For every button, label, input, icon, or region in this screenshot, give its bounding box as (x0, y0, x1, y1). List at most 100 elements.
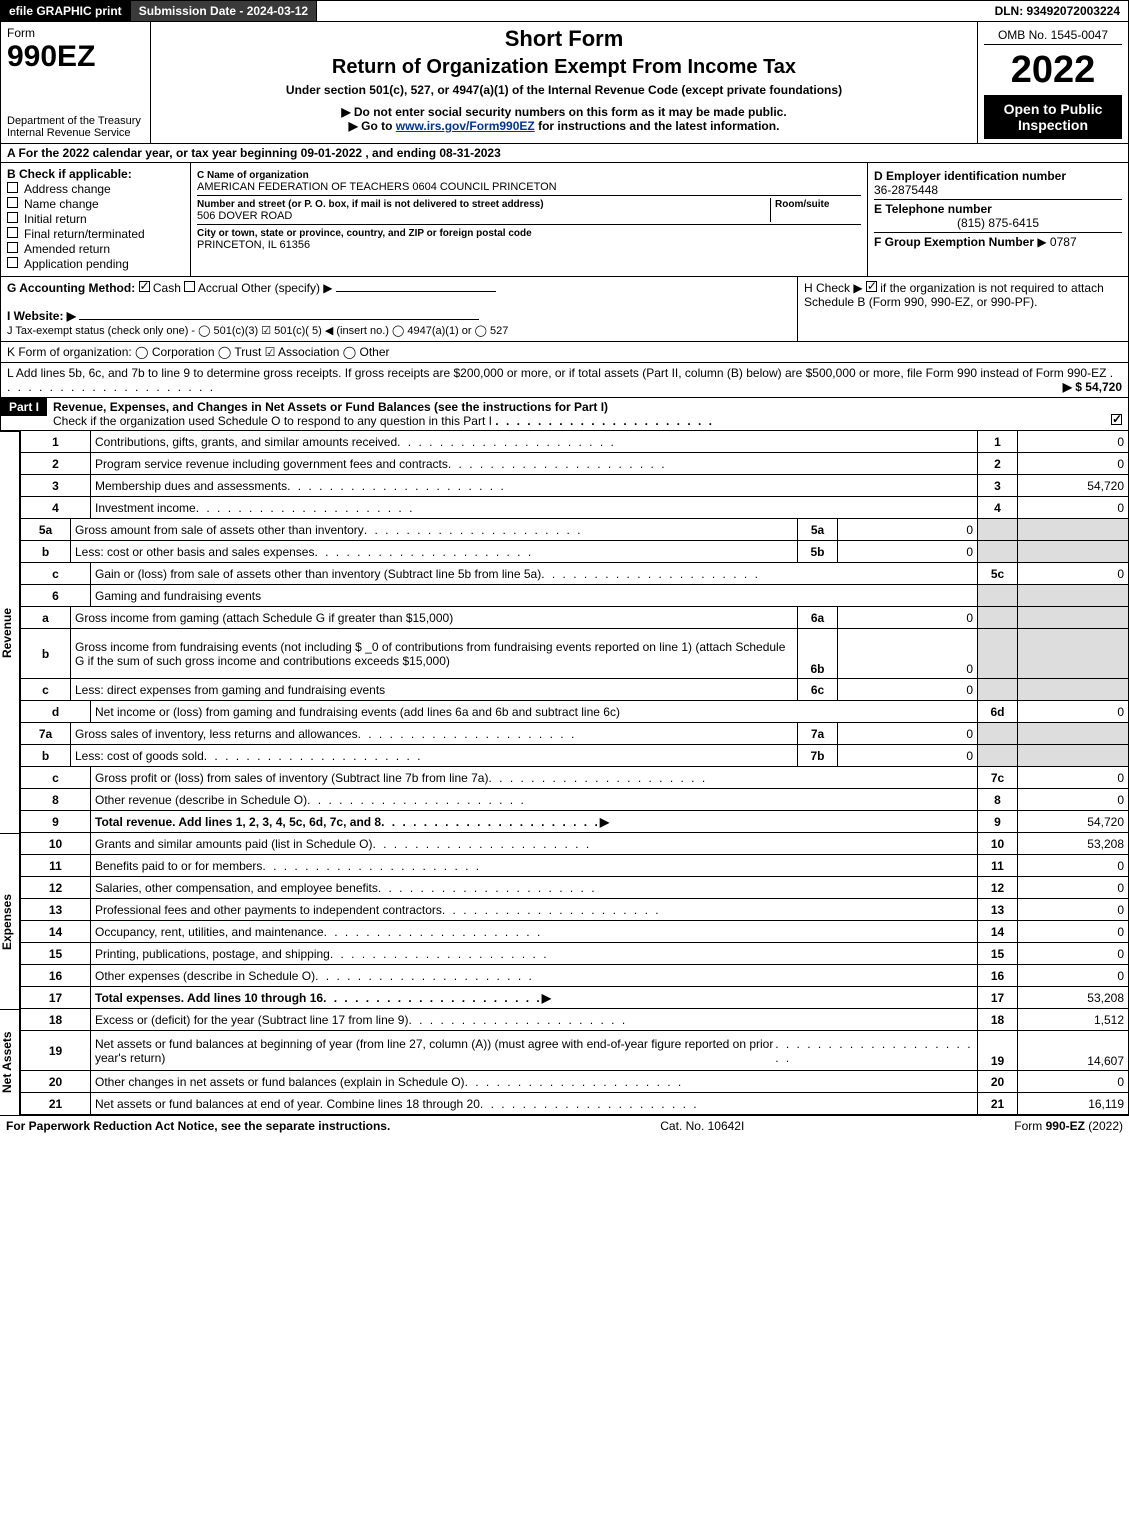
phone-value: (815) 875-6415 (874, 216, 1122, 230)
row-l: L Add lines 5b, 6c, and 7b to line 9 to … (0, 363, 1129, 398)
form-title: Return of Organization Exempt From Incom… (157, 56, 971, 79)
chk-final-return[interactable] (7, 227, 18, 238)
l19-rnum: 19 (978, 1031, 1018, 1070)
e-label: E Telephone number (874, 202, 992, 216)
side-expenses: Expenses (0, 833, 20, 1009)
form-label: Form (7, 26, 35, 40)
note2-pre: ▶ Go to (349, 119, 396, 133)
line-9: 9Total revenue. Add lines 1, 2, 3, 4, 5c… (20, 811, 1129, 833)
form-subtitle: Under section 501(c), 527, or 4947(a)(1)… (157, 83, 971, 97)
l10-val: 53,208 (1018, 833, 1128, 854)
page-footer: For Paperwork Reduction Act Notice, see … (0, 1115, 1129, 1136)
chk-schedule-b[interactable] (866, 281, 877, 292)
form-number: 990EZ (7, 40, 95, 73)
l5b-grey2 (1018, 541, 1128, 562)
chk-application-pending[interactable] (7, 257, 18, 268)
note2-post: for instructions and the latest informat… (535, 119, 780, 133)
l18-num: 18 (21, 1009, 91, 1030)
l7b-grey2 (1018, 745, 1128, 766)
l5a-grey2 (1018, 519, 1128, 540)
l8-val: 0 (1018, 789, 1128, 810)
l6b-num: b (21, 629, 71, 678)
l20-num: 20 (21, 1071, 91, 1092)
l6c-snum: 6c (798, 679, 838, 700)
l21-num: 21 (21, 1093, 91, 1114)
website-input[interactable] (79, 319, 479, 320)
city-value: PRINCETON, IL 61356 (197, 239, 310, 251)
l7a-grey2 (1018, 723, 1128, 744)
chk-initial-return[interactable] (7, 212, 18, 223)
department-label: Department of the Treasury Internal Reve… (7, 115, 144, 139)
l12-num: 12 (21, 877, 91, 898)
g-label: G Accounting Method: (7, 281, 135, 295)
l13-rnum: 13 (978, 899, 1018, 920)
l17-val: 53,208 (1018, 987, 1128, 1008)
line-3: 3Membership dues and assessments354,720 (20, 475, 1129, 497)
l9-rnum: 9 (978, 811, 1018, 832)
ssn-warning: ▶ Do not enter social security numbers o… (157, 105, 971, 119)
line-12: 12Salaries, other compensation, and empl… (20, 877, 1129, 899)
line-6c: cLess: direct expenses from gaming and f… (20, 679, 1129, 701)
f-label: F Group Exemption Number (874, 235, 1034, 249)
line-6a: aGross income from gaming (attach Schedu… (20, 607, 1129, 629)
chk-schedule-o[interactable] (1111, 414, 1122, 425)
chk-name-change[interactable] (7, 197, 18, 208)
org-name: AMERICAN FEDERATION OF TEACHERS 0604 COU… (197, 181, 557, 193)
row-a-tax-year: A For the 2022 calendar year, or tax yea… (0, 144, 1129, 163)
l13-desc: Professional fees and other payments to … (95, 903, 442, 917)
l9-val: 54,720 (1018, 811, 1128, 832)
chk-cash[interactable] (139, 281, 150, 292)
line-20: 20Other changes in net assets or fund ba… (20, 1071, 1129, 1093)
line-6: 6Gaming and fundraising events (20, 585, 1129, 607)
section-b-title: B Check if applicable: (7, 167, 184, 181)
l12-val: 0 (1018, 877, 1128, 898)
l6c-sval: 0 (838, 679, 978, 700)
l2-desc: Program service revenue including govern… (95, 457, 448, 471)
l4-num: 4 (21, 497, 91, 518)
l6b-snum: 6b (798, 629, 838, 678)
submission-date: Submission Date - 2024-03-12 (131, 1, 317, 21)
l7b-num: b (21, 745, 71, 766)
l6a-sval: 0 (838, 607, 978, 628)
chk-address-change[interactable] (7, 182, 18, 193)
l6-desc: Gaming and fundraising events (91, 585, 978, 606)
chk-accrual[interactable] (184, 281, 195, 292)
l3-num: 3 (21, 475, 91, 496)
l7c-desc: Gross profit or (loss) from sales of inv… (95, 771, 488, 785)
l6a-grey (978, 607, 1018, 628)
i-label: I Website: ▶ (7, 309, 76, 323)
row-l-amount: ▶ $ 54,720 (1063, 380, 1122, 394)
l5c-num: c (21, 563, 91, 584)
footer-right-pre: Form (1014, 1119, 1045, 1133)
l21-rnum: 21 (978, 1093, 1018, 1114)
l1-desc: Contributions, gifts, grants, and simila… (95, 435, 397, 449)
line-6b: bGross income from fundraising events (n… (20, 629, 1129, 679)
line-13: 13 Professional fees and other payments t… (20, 899, 1129, 921)
line-15: 15Printing, publications, postage, and s… (20, 943, 1129, 965)
l7b-grey (978, 745, 1018, 766)
line-4: 4Investment income40 (20, 497, 1129, 519)
l14-num: 14 (21, 921, 91, 942)
l6d-rnum: 6d (978, 701, 1018, 722)
line-16: 16Other expenses (describe in Schedule O… (20, 965, 1129, 987)
l4-desc: Investment income (95, 501, 196, 515)
l12-rnum: 12 (978, 877, 1018, 898)
other-specify-input[interactable] (336, 291, 496, 292)
l6d-desc: Net income or (loss) from gaming and fun… (91, 701, 978, 722)
line-21: 21Net assets or fund balances at end of … (20, 1093, 1129, 1115)
instructions-link-row: ▶ Go to www.irs.gov/Form990EZ for instru… (157, 119, 971, 133)
check-if-applicable: B Check if applicable: Address change Na… (1, 163, 191, 276)
l5b-sval: 0 (838, 541, 978, 562)
j-row: J Tax-exempt status (check only one) - ◯… (7, 325, 508, 337)
l11-val: 0 (1018, 855, 1128, 876)
irs-link[interactable]: www.irs.gov/Form990EZ (396, 119, 535, 133)
street-label: Number and street (or P. O. box, if mail… (197, 199, 544, 210)
line-7a: 7aGross sales of inventory, less returns… (20, 723, 1129, 745)
l1-num: 1 (21, 431, 91, 452)
chk-amended-return[interactable] (7, 242, 18, 253)
section-b: B Check if applicable: Address change Na… (0, 163, 1129, 277)
part-i-title: Revenue, Expenses, and Changes in Net As… (47, 398, 1128, 430)
lbl-accrual: Accrual (198, 281, 238, 295)
l8-desc: Other revenue (describe in Schedule O) (95, 793, 307, 807)
efile-label[interactable]: efile GRAPHIC print (1, 1, 131, 21)
